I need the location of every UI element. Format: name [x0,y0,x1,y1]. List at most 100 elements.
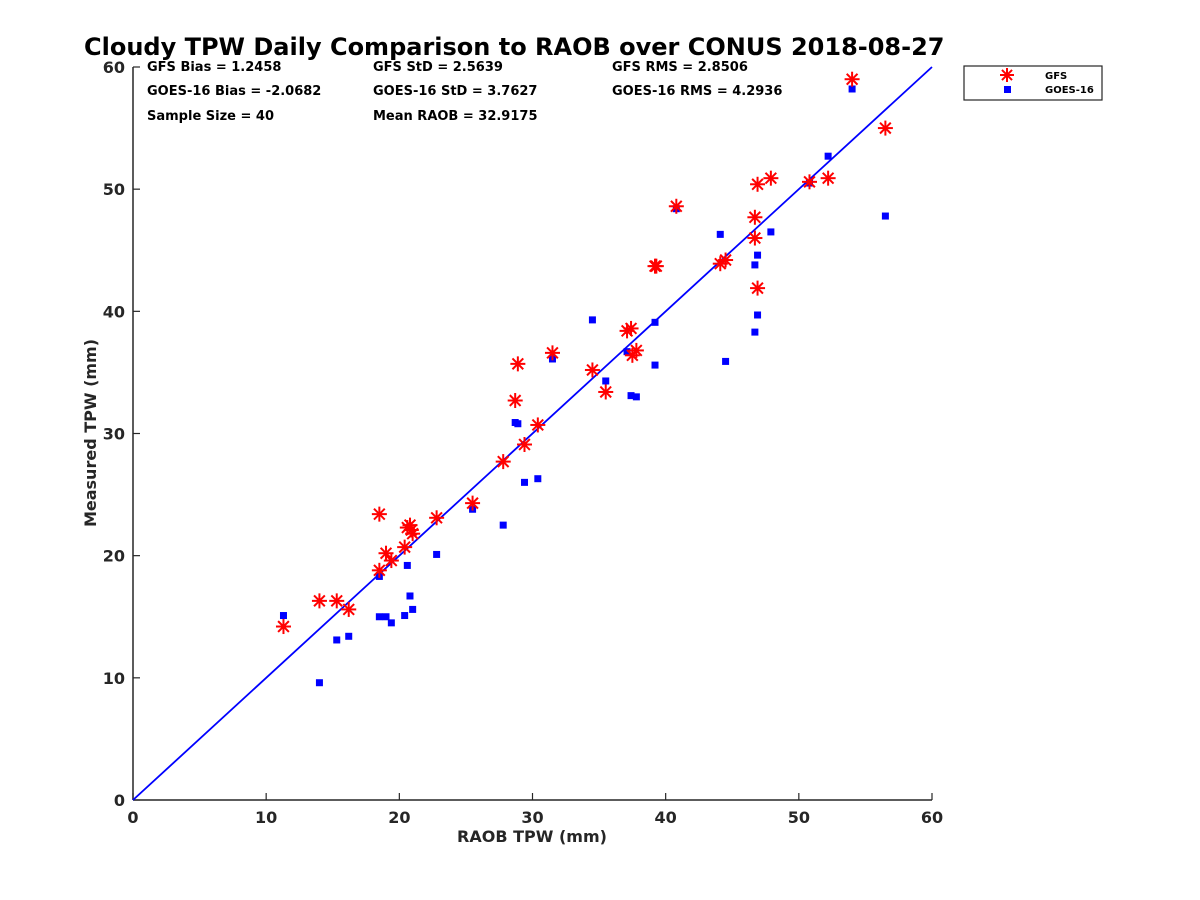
goes-16-point [754,251,762,259]
goes-16-point [499,521,507,529]
legend-goes-16-label: GOES-16 [1045,85,1094,96]
goes-16-point [382,613,390,621]
stat-goes-rms: GOES-16 RMS = 4.2936 [612,84,782,99]
stat-sample-size: Sample Size = 40 [147,109,274,124]
goes-16-point [521,478,529,486]
gfs-point [371,506,387,522]
gfs-point [628,342,644,358]
legend-gfs-asterisk [1000,68,1014,82]
goes-16-point [824,152,832,160]
goes-16-point [345,632,353,640]
goes-16-point [651,318,659,326]
statistics-block: GFS Bias = 1.2458 GFS StD = 2.5639 GFS R… [147,60,782,124]
gfs-point [517,436,533,452]
goes-16-point [751,261,759,269]
goes-16-point [651,361,659,369]
gfs-point [750,176,766,192]
goes-16-point [623,348,631,356]
gfs-point [619,323,635,339]
chart-title: Cloudy TPW Daily Comparison to RAOB over… [84,33,944,61]
gfs-point [747,209,763,225]
y-axis-label: Measured TPW (mm) [81,339,100,527]
gfs-point [718,252,734,268]
y-tick-label: 10 [103,669,125,688]
goes-16-point [403,561,411,569]
gfs-point [495,454,511,470]
gfs-point [623,320,639,336]
stat-gfs-std: GFS StD = 2.5639 [373,60,503,75]
x-tick-label: 40 [655,808,677,827]
goes-16-point [387,619,395,627]
goes-16-point [401,612,409,620]
series-gfs [275,71,893,635]
gfs-point [530,417,546,433]
one-to-one-reference-line [132,66,933,801]
goes-16-point [375,613,383,621]
gfs-point [747,230,763,246]
gfs-point [750,280,766,296]
y-tick-label: 30 [103,425,125,444]
stat-gfs-rms: GFS RMS = 2.8506 [612,60,748,75]
gfs-point [763,170,779,186]
y-tick-label: 60 [103,58,125,77]
goes-16-point [409,605,417,613]
gfs-point [584,362,600,378]
gfs-point [397,539,413,555]
goes-16-point [767,228,775,236]
goes-16-point [751,328,759,336]
x-tick-label: 10 [255,808,277,827]
goes-16-point [514,420,522,428]
gfs-point [371,562,387,578]
gfs-point [877,120,893,136]
gfs-point [378,545,394,561]
gfs-point [429,510,445,526]
stat-goes-bias: GOES-16 Bias = -2.0682 [147,84,321,99]
goes-16-point [433,550,441,558]
goes-16-point [632,393,640,401]
goes-16-point [279,612,287,620]
x-tick-label: 20 [388,808,410,827]
gfs-point [465,495,481,511]
legend: GFS GOES-16 [963,65,1103,101]
goes-16-point [602,377,610,385]
y-tick-label: 50 [103,180,125,199]
gfs-point [405,526,421,542]
gfs-point [329,593,345,609]
x-axis-label: RAOB TPW (mm) [457,827,607,846]
x-tick-label: 30 [521,808,543,827]
x-tick-label: 60 [921,808,943,827]
legend-goes-16-marker [1004,86,1011,93]
goes-16-point [754,311,762,319]
gfs-point [844,71,860,87]
x-tick-label: 0 [127,808,138,827]
goes-16-point [333,636,341,644]
gfs-point [801,174,817,190]
goes-16-point [627,392,635,400]
goes-16-point [315,679,323,687]
goes-16-point [848,85,856,93]
gfs-point [668,198,684,214]
y-tick-label: 20 [103,547,125,566]
gfs-point [544,345,560,361]
goes-16-point [534,475,542,483]
goes-16-point [881,212,889,220]
goes-16-point [716,230,724,238]
gfs-point [311,593,327,609]
x-tick-label: 50 [788,808,810,827]
goes-16-point [406,592,414,600]
stat-gfs-bias: GFS Bias = 1.2458 [147,60,281,75]
gfs-point [507,393,523,409]
gfs-point [648,258,664,274]
legend-box [963,65,1103,101]
y-tick-label: 0 [114,791,125,810]
gfs-point [341,601,357,617]
legend-gfs-label: GFS [1045,71,1067,82]
goes-16-point [722,357,730,365]
axis-ticks: 0 10 20 30 40 50 60 0 10 20 30 40 50 60 [103,58,943,827]
y-tick-label: 40 [103,302,125,321]
gfs-point [275,619,291,635]
stat-mean-raob: Mean RAOB = 32.9175 [373,109,538,124]
gfs-point [820,170,836,186]
